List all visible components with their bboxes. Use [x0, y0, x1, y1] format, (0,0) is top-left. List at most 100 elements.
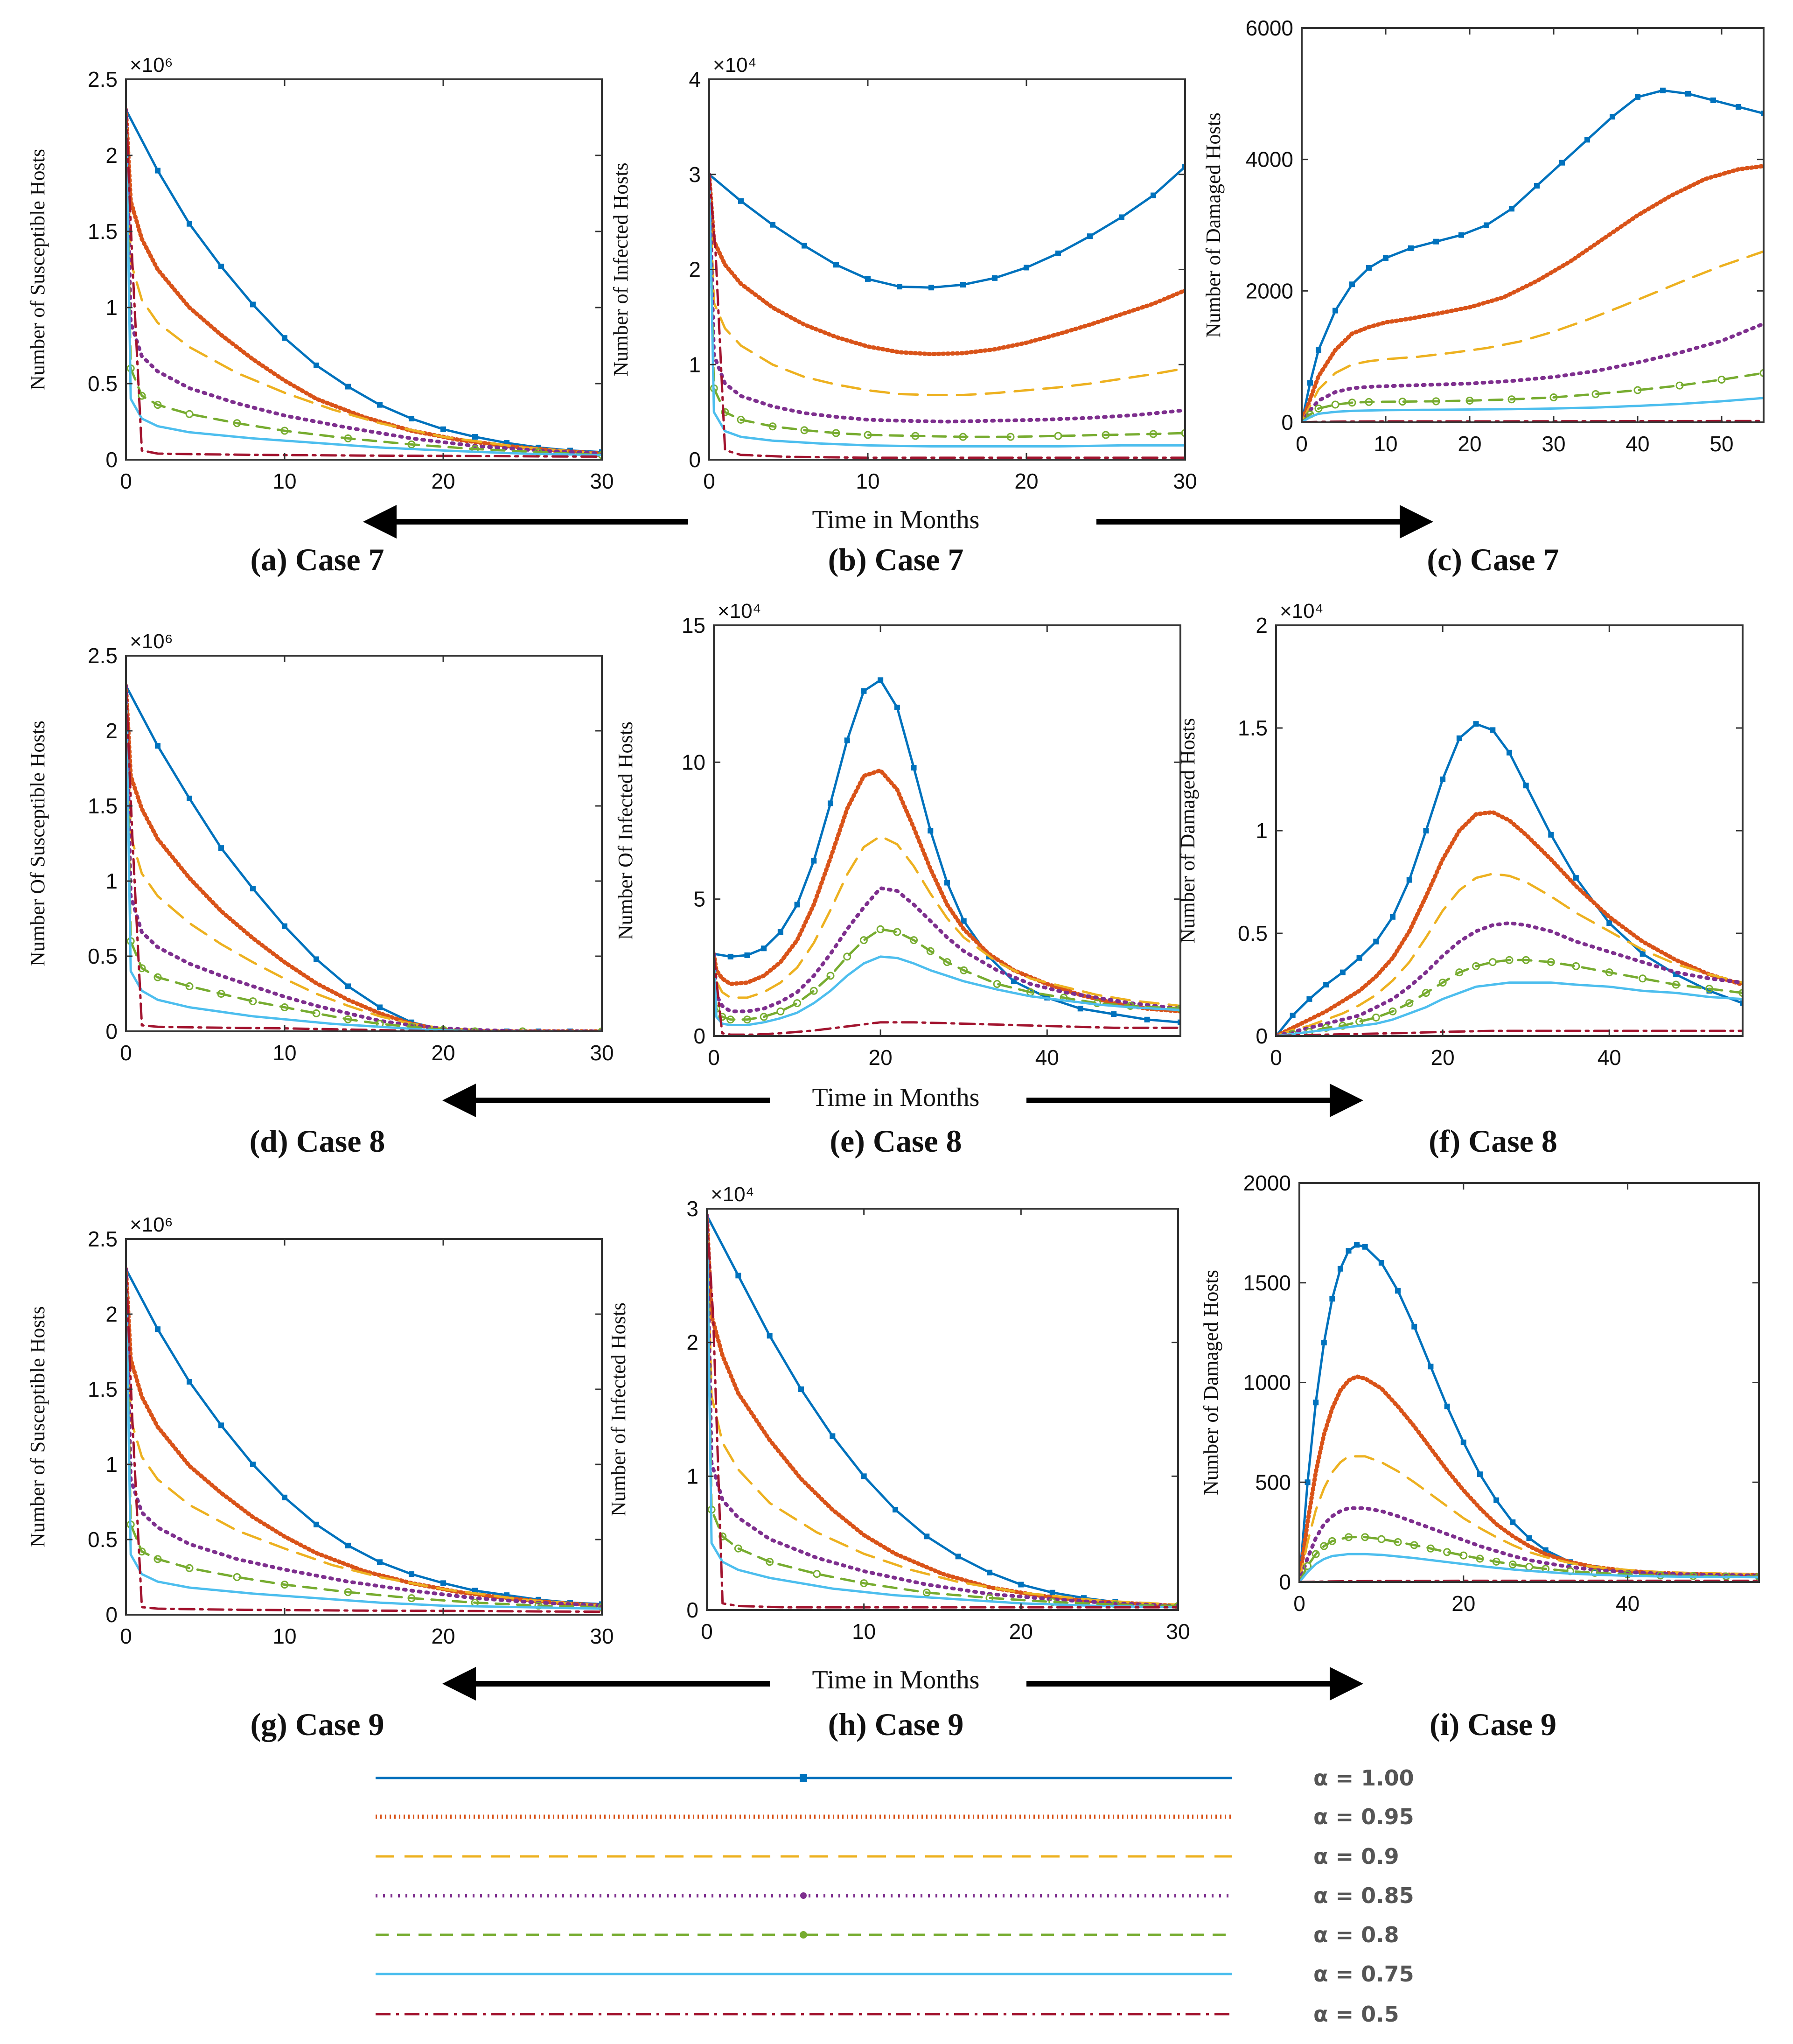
series-marker-a100 [911, 765, 917, 771]
y-tick-label: 2 [689, 258, 701, 282]
y-tick-label: 0.5 [88, 371, 118, 396]
series-marker-a080 [1672, 980, 1680, 989]
series-marker-a100 [865, 276, 871, 282]
axis-exponent: ×10⁴ [713, 54, 757, 77]
y-tick-label: 2.5 [88, 1227, 118, 1251]
series-marker-a080 [344, 434, 352, 442]
legend-label-a095: α = 0.95 [1313, 1804, 1414, 1829]
series-marker-a100 [944, 880, 950, 886]
series-marker-a080 [960, 966, 968, 974]
series-marker-a080 [518, 1027, 527, 1031]
series-marker-a080 [1304, 1562, 1312, 1570]
series-marker-a100 [250, 1462, 256, 1467]
series-marker-a100 [928, 285, 934, 291]
series-marker-a100 [1559, 160, 1565, 166]
y-tick-label: 1 [105, 869, 118, 893]
series-marker-a080 [943, 958, 951, 966]
series-marker-a100 [314, 1521, 319, 1527]
panel-d: 0 10 20 30 0 0.5 1 1.5 2 2.5 ×10⁶ Number Of Suscept… [26, 630, 614, 1159]
series-marker-a100 [1356, 955, 1362, 961]
series-marker-a100 [155, 168, 160, 174]
series-marker-a100 [1509, 206, 1514, 212]
series-line-a095 [126, 683, 602, 1031]
x-tick-label: 0 [1270, 1045, 1282, 1070]
series-marker-a080 [233, 1573, 241, 1581]
series-line-a080 [126, 108, 602, 456]
panel-g: 0 10 20 30 0 0.5 1 1.5 2 2.5 ×10⁶ Number of Suscept… [26, 1213, 614, 1742]
x-tick-label: 40 [1616, 1591, 1640, 1616]
series-marker-a080 [813, 1570, 821, 1578]
series-marker-a080 [1174, 1602, 1178, 1610]
series-marker-a100 [1316, 347, 1321, 353]
series-marker-a100 [1484, 222, 1489, 228]
series-marker-a080 [1472, 962, 1480, 970]
series-marker-a080 [1365, 398, 1373, 406]
series-marker-a080 [1705, 985, 1714, 993]
series-marker-a100 [894, 705, 900, 710]
series-marker-a100 [811, 858, 817, 864]
series-marker-a100 [1493, 1497, 1500, 1503]
y-tick-label: 2.5 [88, 67, 118, 91]
series-marker-a100 [1573, 875, 1579, 881]
series-marker-a080 [249, 997, 257, 1006]
series-marker-a080 [1181, 429, 1185, 437]
y-axis-label: Number of Susceptible Hosts [26, 149, 49, 390]
x-tick-label: 20 [1009, 1619, 1033, 1644]
x-tick-label: 0 [701, 1619, 713, 1644]
series-marker-a080 [737, 415, 745, 424]
series-marker-a100 [1087, 233, 1093, 239]
series-marker-a100 [1354, 1242, 1360, 1248]
series-line-a075 [714, 952, 1180, 1026]
series-line-a080 [707, 1214, 1178, 1607]
series-marker-a080 [407, 440, 416, 448]
panel-caption: (c) Case 7 [1427, 542, 1559, 577]
panel-caption: (a) Case 7 [250, 542, 384, 577]
series-marker-a080 [1505, 956, 1514, 964]
x-tick-label: 20 [431, 1624, 455, 1648]
series-marker-a080 [1591, 1568, 1599, 1577]
series-line-a100 [714, 679, 1180, 1024]
series-marker-a100 [761, 945, 767, 952]
series-marker-a100 [1111, 1011, 1117, 1017]
panel-b: 0 10 20 30 0 1 2 3 4 ×10⁴ Number of Infected Hosts… [609, 54, 1197, 577]
series-line-a075 [1299, 1553, 1759, 1582]
series-marker-a080 [809, 987, 818, 995]
y-tick-label: 1 [105, 295, 118, 320]
y-tick-label: 2 [1256, 613, 1268, 637]
series-marker-a100 [1635, 94, 1640, 100]
series-marker-a100 [1444, 1403, 1450, 1409]
series-marker-a100 [1373, 938, 1379, 945]
axes-box [708, 78, 1186, 461]
series-marker-a080 [1328, 1537, 1336, 1545]
series-marker-a100 [1458, 232, 1464, 238]
series-marker-a080 [1492, 1557, 1500, 1566]
series-marker-a080 [471, 1027, 479, 1031]
series-marker-a080 [344, 1015, 352, 1023]
series-marker-a080 [1006, 433, 1015, 441]
x-tick-label: 10 [856, 469, 879, 493]
series-marker-a100 [409, 1571, 414, 1577]
series-marker-a100 [282, 1494, 287, 1500]
series-marker-a100 [187, 795, 192, 801]
series-line-a075 [126, 1267, 602, 1610]
y-tick-label: 1 [686, 1464, 698, 1488]
x-tick-label: 20 [431, 1041, 455, 1065]
series-marker-a080 [760, 1013, 768, 1021]
series-marker-a100 [1333, 308, 1338, 314]
series-marker-a100 [1340, 969, 1346, 975]
series-line-a085 [1299, 1506, 1759, 1582]
legend-label-a100: α = 1.00 [1313, 1765, 1414, 1791]
series-marker-a080 [217, 990, 225, 998]
series-line-a050 [707, 1214, 1178, 1609]
series-marker-a100 [1761, 111, 1764, 117]
panel-caption: (h) Case 9 [828, 1707, 964, 1742]
panel-caption: (e) Case 8 [830, 1123, 962, 1159]
series-marker-a100 [1362, 1244, 1368, 1250]
x-tick-label: 20 [1431, 1045, 1455, 1070]
legend-label-a085: α = 0.85 [1313, 1883, 1414, 1908]
x-tick-label: 30 [1542, 432, 1565, 456]
y-tick-label: 0 [689, 448, 701, 472]
series-marker-a080 [185, 1564, 194, 1572]
series-marker-a100 [1411, 1323, 1417, 1330]
series-line-a050 [1276, 1029, 1743, 1036]
